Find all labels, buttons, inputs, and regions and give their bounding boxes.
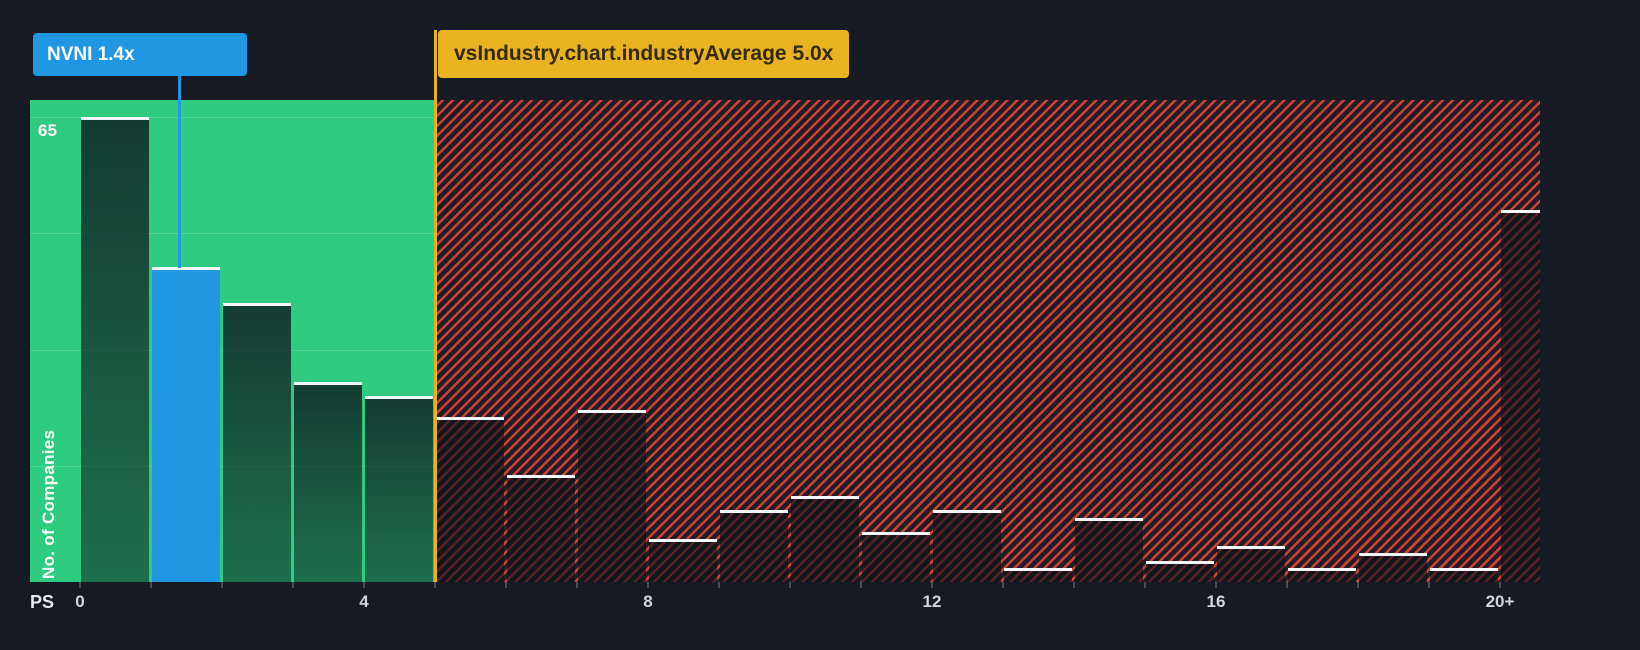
company-bar[interactable] bbox=[152, 267, 220, 582]
x-axis-title: PS bbox=[30, 592, 55, 612]
bar-ps-0-1[interactable] bbox=[81, 117, 149, 582]
bar-ps-11-12[interactable] bbox=[862, 532, 930, 582]
bar-ps-13-14[interactable] bbox=[1004, 568, 1072, 582]
x-tick-label-0: 0 bbox=[75, 592, 85, 611]
x-axis-tick bbox=[1215, 582, 1217, 588]
x-axis-tick bbox=[79, 582, 81, 588]
x-axis-tick bbox=[860, 582, 862, 588]
industry-average-line bbox=[434, 30, 437, 582]
bar-ps-7-8[interactable] bbox=[578, 410, 646, 582]
bar-ps-4-5[interactable] bbox=[365, 396, 433, 582]
y-axis-label: No. of Companies bbox=[39, 429, 58, 579]
bar-ps-5-6[interactable] bbox=[436, 417, 504, 582]
x-tick-label-4: 4 bbox=[359, 592, 369, 611]
x-axis-tick bbox=[1144, 582, 1146, 588]
company-marker-line bbox=[178, 76, 181, 268]
x-axis-tick bbox=[647, 582, 649, 588]
x-axis-tick bbox=[931, 582, 933, 588]
bar-ps-18-19[interactable] bbox=[1359, 553, 1427, 582]
bar-ps-16-17[interactable] bbox=[1217, 546, 1285, 582]
x-axis-tick bbox=[150, 582, 152, 588]
x-axis-tick bbox=[789, 582, 791, 588]
bar-ps-8-9[interactable] bbox=[649, 539, 717, 582]
x-axis-tick bbox=[292, 582, 294, 588]
x-tick-label-20+: 20+ bbox=[1485, 592, 1515, 611]
bar-ps-14-15[interactable] bbox=[1075, 518, 1143, 582]
y-max-label: 65 bbox=[38, 121, 57, 140]
company-tooltip-label: NVNI 1.4x bbox=[47, 44, 135, 65]
x-axis-tick bbox=[1428, 582, 1430, 588]
x-axis-tick bbox=[363, 582, 365, 588]
gridline bbox=[30, 233, 435, 234]
x-axis-tick bbox=[1357, 582, 1359, 588]
bar-ps-19-20[interactable] bbox=[1430, 568, 1498, 582]
bar-ps-10-11[interactable] bbox=[791, 496, 859, 582]
x-axis-tick bbox=[1073, 582, 1075, 588]
bar-ps-20+[interactable] bbox=[1501, 210, 1540, 582]
x-tick-label-16: 16 bbox=[1206, 592, 1226, 611]
x-axis-tick bbox=[221, 582, 223, 588]
above-average-region bbox=[435, 100, 1540, 582]
x-axis-tick bbox=[718, 582, 720, 588]
company-tooltip: NVNI 1.4x bbox=[33, 33, 247, 76]
bar-ps-2-3[interactable] bbox=[223, 303, 291, 582]
bar-ps-15-16[interactable] bbox=[1146, 561, 1214, 582]
gridline bbox=[30, 117, 435, 118]
x-axis-tick bbox=[1286, 582, 1288, 588]
industry-average-tooltip: vsIndustry.chart.industryAverage 5.0x bbox=[438, 30, 850, 78]
x-axis-tick bbox=[434, 582, 436, 588]
x-axis-tick bbox=[576, 582, 578, 588]
x-tick-label-12: 12 bbox=[922, 592, 942, 611]
x-tick-label-8: 8 bbox=[643, 592, 653, 611]
x-axis-tick bbox=[505, 582, 507, 588]
bar-ps-12-13[interactable] bbox=[933, 510, 1001, 582]
bar-ps-17-18[interactable] bbox=[1288, 568, 1356, 582]
industry-average-tooltip-label: vsIndustry.chart.industryAverage 5.0x bbox=[454, 42, 834, 65]
x-axis-tick bbox=[1002, 582, 1004, 588]
x-axis-tick bbox=[1499, 582, 1501, 588]
bar-ps-6-7[interactable] bbox=[507, 475, 575, 582]
bar-ps-9-10[interactable] bbox=[720, 510, 788, 582]
bar-ps-3-4[interactable] bbox=[294, 382, 362, 582]
